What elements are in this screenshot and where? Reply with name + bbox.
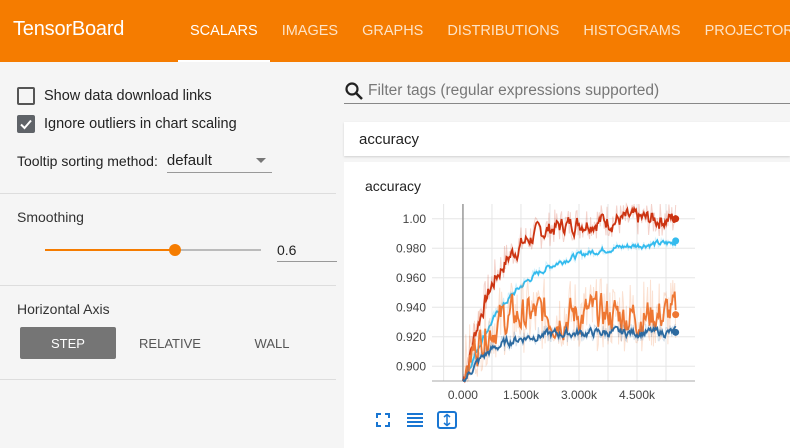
- axis-step-button[interactable]: STEP: [20, 327, 116, 359]
- tab-bar: SCALARS IMAGES GRAPHS DISTRIBUTIONS HIST…: [178, 0, 790, 62]
- y-tick-label: 0.900: [396, 359, 426, 373]
- x-tick-label: 3.000k: [561, 388, 598, 402]
- tab-images[interactable]: IMAGES: [281, 23, 339, 39]
- x-tick-label: 4.500k: [619, 388, 656, 402]
- filter-tags-input[interactable]: [368, 81, 788, 100]
- dropdown-caret-icon: [255, 158, 266, 163]
- category-header[interactable]: accuracy: [344, 122, 790, 156]
- app-title: TensorBoard: [13, 18, 125, 40]
- chart-card: accuracy 0.900 0.920 0.940 0.960 0.980 1.00 0.…: [344, 162, 790, 448]
- toggle-log-icon: [407, 413, 423, 427]
- tab-scalars[interactable]: SCALARS: [178, 0, 270, 62]
- y-tick-label: 0.960: [396, 271, 426, 285]
- tab-distributions[interactable]: DISTRIBUTIONS: [447, 23, 560, 39]
- x-tick-label: 1.500k: [503, 388, 540, 402]
- y-tick-label: 1.00: [403, 212, 427, 226]
- smoothing-label: Smoothing: [17, 209, 84, 225]
- horizontal-axis-selector: STEP RELATIVE WALL: [20, 327, 326, 359]
- series-end-point: [672, 311, 680, 319]
- y-tick-label: 0.940: [396, 300, 426, 314]
- tooltip-sorting-label: Tooltip sorting method:: [17, 153, 158, 169]
- divider: [0, 285, 336, 286]
- y-tick-label: 0.980: [396, 241, 426, 255]
- fullscreen-button[interactable]: [372, 409, 394, 431]
- tab-histograms[interactable]: HISTOGRAMS: [583, 23, 681, 39]
- tooltip-sorting-select[interactable]: default: [166, 149, 272, 173]
- fullscreen-icon: [376, 413, 390, 427]
- toggle-log-scale-button[interactable]: [404, 409, 426, 431]
- axis-wall-button[interactable]: WALL: [254, 335, 290, 351]
- divider: [0, 379, 336, 380]
- series-end-point: [672, 215, 680, 223]
- tooltip-sorting-value: default: [166, 152, 212, 169]
- top-app-bar: TensorBoard SCALARS IMAGES GRAPHS DISTRI…: [0, 0, 790, 62]
- accuracy-chart[interactable]: 0.900 0.920 0.940 0.960 0.980 1.00 0.000 1.500k…: [344, 162, 790, 448]
- smoothing-slider[interactable]: [45, 244, 261, 256]
- slider-thumb[interactable]: [168, 244, 181, 256]
- slider-fill: [45, 249, 175, 251]
- show-download-links-label: Show data download links: [44, 88, 212, 104]
- axis-relative-button[interactable]: RELATIVE: [139, 335, 201, 351]
- search-icon: [345, 81, 363, 100]
- y-tick-label: 0.920: [396, 330, 426, 344]
- ignore-outliers-row[interactable]: Ignore outliers in chart scaling: [17, 115, 237, 133]
- horizontal-axis-label: Horizontal Axis: [17, 301, 110, 317]
- ignore-outliers-label: Ignore outliers in chart scaling: [44, 116, 237, 132]
- chart-title: accuracy: [365, 178, 422, 194]
- show-download-links-checkbox[interactable]: [17, 87, 35, 105]
- show-download-links-row[interactable]: Show data download links: [17, 87, 212, 105]
- fit-domain-icon: [437, 411, 457, 429]
- tooltip-sorting-row: Tooltip sorting method: default: [17, 149, 272, 173]
- fit-domain-button[interactable]: [436, 409, 458, 431]
- smoothing-value-input[interactable]: 0.6: [277, 238, 337, 262]
- ignore-outliers-checkbox[interactable]: [17, 115, 35, 133]
- series-line: [462, 290, 677, 382]
- series-line: [462, 325, 677, 382]
- main-panel: accuracy accuracy 0.9000.9200.9400.9600.…: [344, 62, 790, 448]
- series-end-point: [672, 328, 680, 336]
- x-tick-label: 0.000: [448, 388, 478, 402]
- series-end-point: [672, 237, 680, 245]
- tab-projector[interactable]: PROJECTOR: [704, 23, 790, 39]
- check-icon: [20, 119, 32, 130]
- tab-graphs[interactable]: GRAPHS: [362, 23, 424, 39]
- sidebar: Show data download links Ignore outliers…: [0, 62, 337, 448]
- chart-actions: [372, 409, 468, 431]
- filter-bar: [344, 78, 790, 104]
- series-line: [462, 205, 677, 384]
- divider: [0, 193, 336, 194]
